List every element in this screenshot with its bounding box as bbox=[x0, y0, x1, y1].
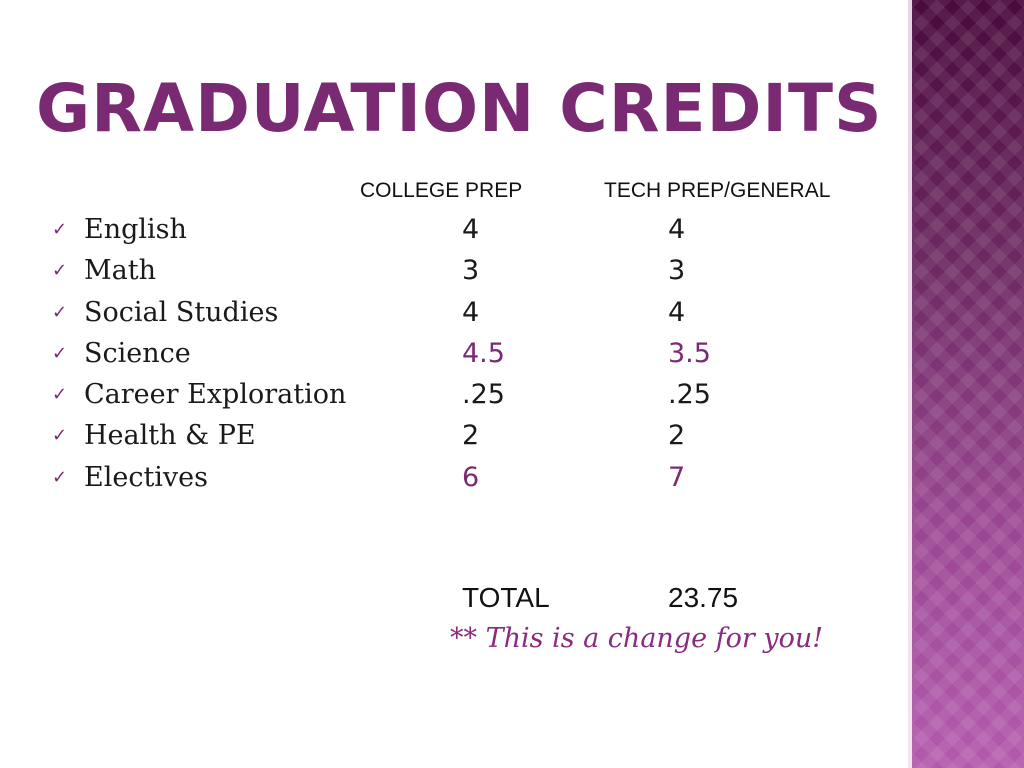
checkmark-icon: ✓ bbox=[52, 466, 68, 488]
total-value: 23.75 bbox=[668, 582, 739, 613]
subject-label: English bbox=[84, 214, 187, 245]
tech-prep-value: 3 bbox=[668, 255, 686, 287]
subject-label: Electives bbox=[84, 461, 209, 493]
decorative-side-band bbox=[912, 0, 1024, 768]
subject-label: Social Studies bbox=[84, 296, 279, 328]
college-prep-value: 4 bbox=[462, 214, 480, 245]
tech-prep-value: 7 bbox=[668, 461, 686, 493]
subject-label: Science bbox=[84, 337, 191, 369]
list-item: ✓ Social Studies 4 4 bbox=[0, 293, 900, 334]
college-prep-value: 6 bbox=[462, 461, 480, 493]
college-prep-value: 4 bbox=[462, 296, 480, 328]
tech-prep-value: 4 bbox=[668, 296, 686, 328]
college-prep-value: 2 bbox=[462, 420, 480, 452]
checkmark-icon: ✓ bbox=[52, 301, 68, 323]
college-prep-value: 3 bbox=[462, 255, 480, 287]
total-label: TOTAL bbox=[462, 582, 550, 613]
column-header-college-prep: COLLEGE PREP bbox=[360, 179, 523, 202]
credits-list: ✓ English 4 4 ✓ Math 3 3 ✓ Social Studie… bbox=[0, 210, 900, 499]
list-item: ✓ Science 4.5 3.5 bbox=[0, 334, 900, 375]
college-prep-value: .25 bbox=[462, 379, 505, 411]
change-note: ** This is a change for you! bbox=[450, 623, 824, 654]
checkmark-icon: ✓ bbox=[52, 384, 68, 406]
checkmark-icon: ✓ bbox=[52, 425, 68, 447]
tech-prep-value: .25 bbox=[668, 379, 711, 411]
checkmark-icon: ✓ bbox=[52, 342, 68, 364]
checkmark-icon: ✓ bbox=[52, 260, 68, 282]
slide-title: Graduation Credits bbox=[36, 70, 883, 147]
subject-label: Health & PE bbox=[84, 420, 256, 452]
list-item: ✓ English 4 4 bbox=[0, 210, 900, 251]
tech-prep-value: 3.5 bbox=[668, 337, 711, 369]
checkmark-icon: ✓ bbox=[52, 219, 68, 240]
list-item: ✓ Math 3 3 bbox=[0, 251, 900, 292]
tech-prep-value: 4 bbox=[668, 214, 686, 245]
college-prep-value: 4.5 bbox=[462, 337, 505, 369]
subject-label: Career Exploration bbox=[84, 379, 347, 411]
subject-label: Math bbox=[84, 255, 156, 287]
list-item: ✓ Career Exploration .25 .25 bbox=[0, 375, 900, 416]
tech-prep-value: 2 bbox=[668, 420, 686, 452]
list-item: ✓ Electives 6 7 bbox=[0, 458, 900, 499]
side-band-edge bbox=[908, 0, 913, 768]
list-item: ✓ Health & PE 2 2 bbox=[0, 416, 900, 457]
column-header-tech-prep: TECH PREP/GENERAL bbox=[604, 179, 831, 202]
